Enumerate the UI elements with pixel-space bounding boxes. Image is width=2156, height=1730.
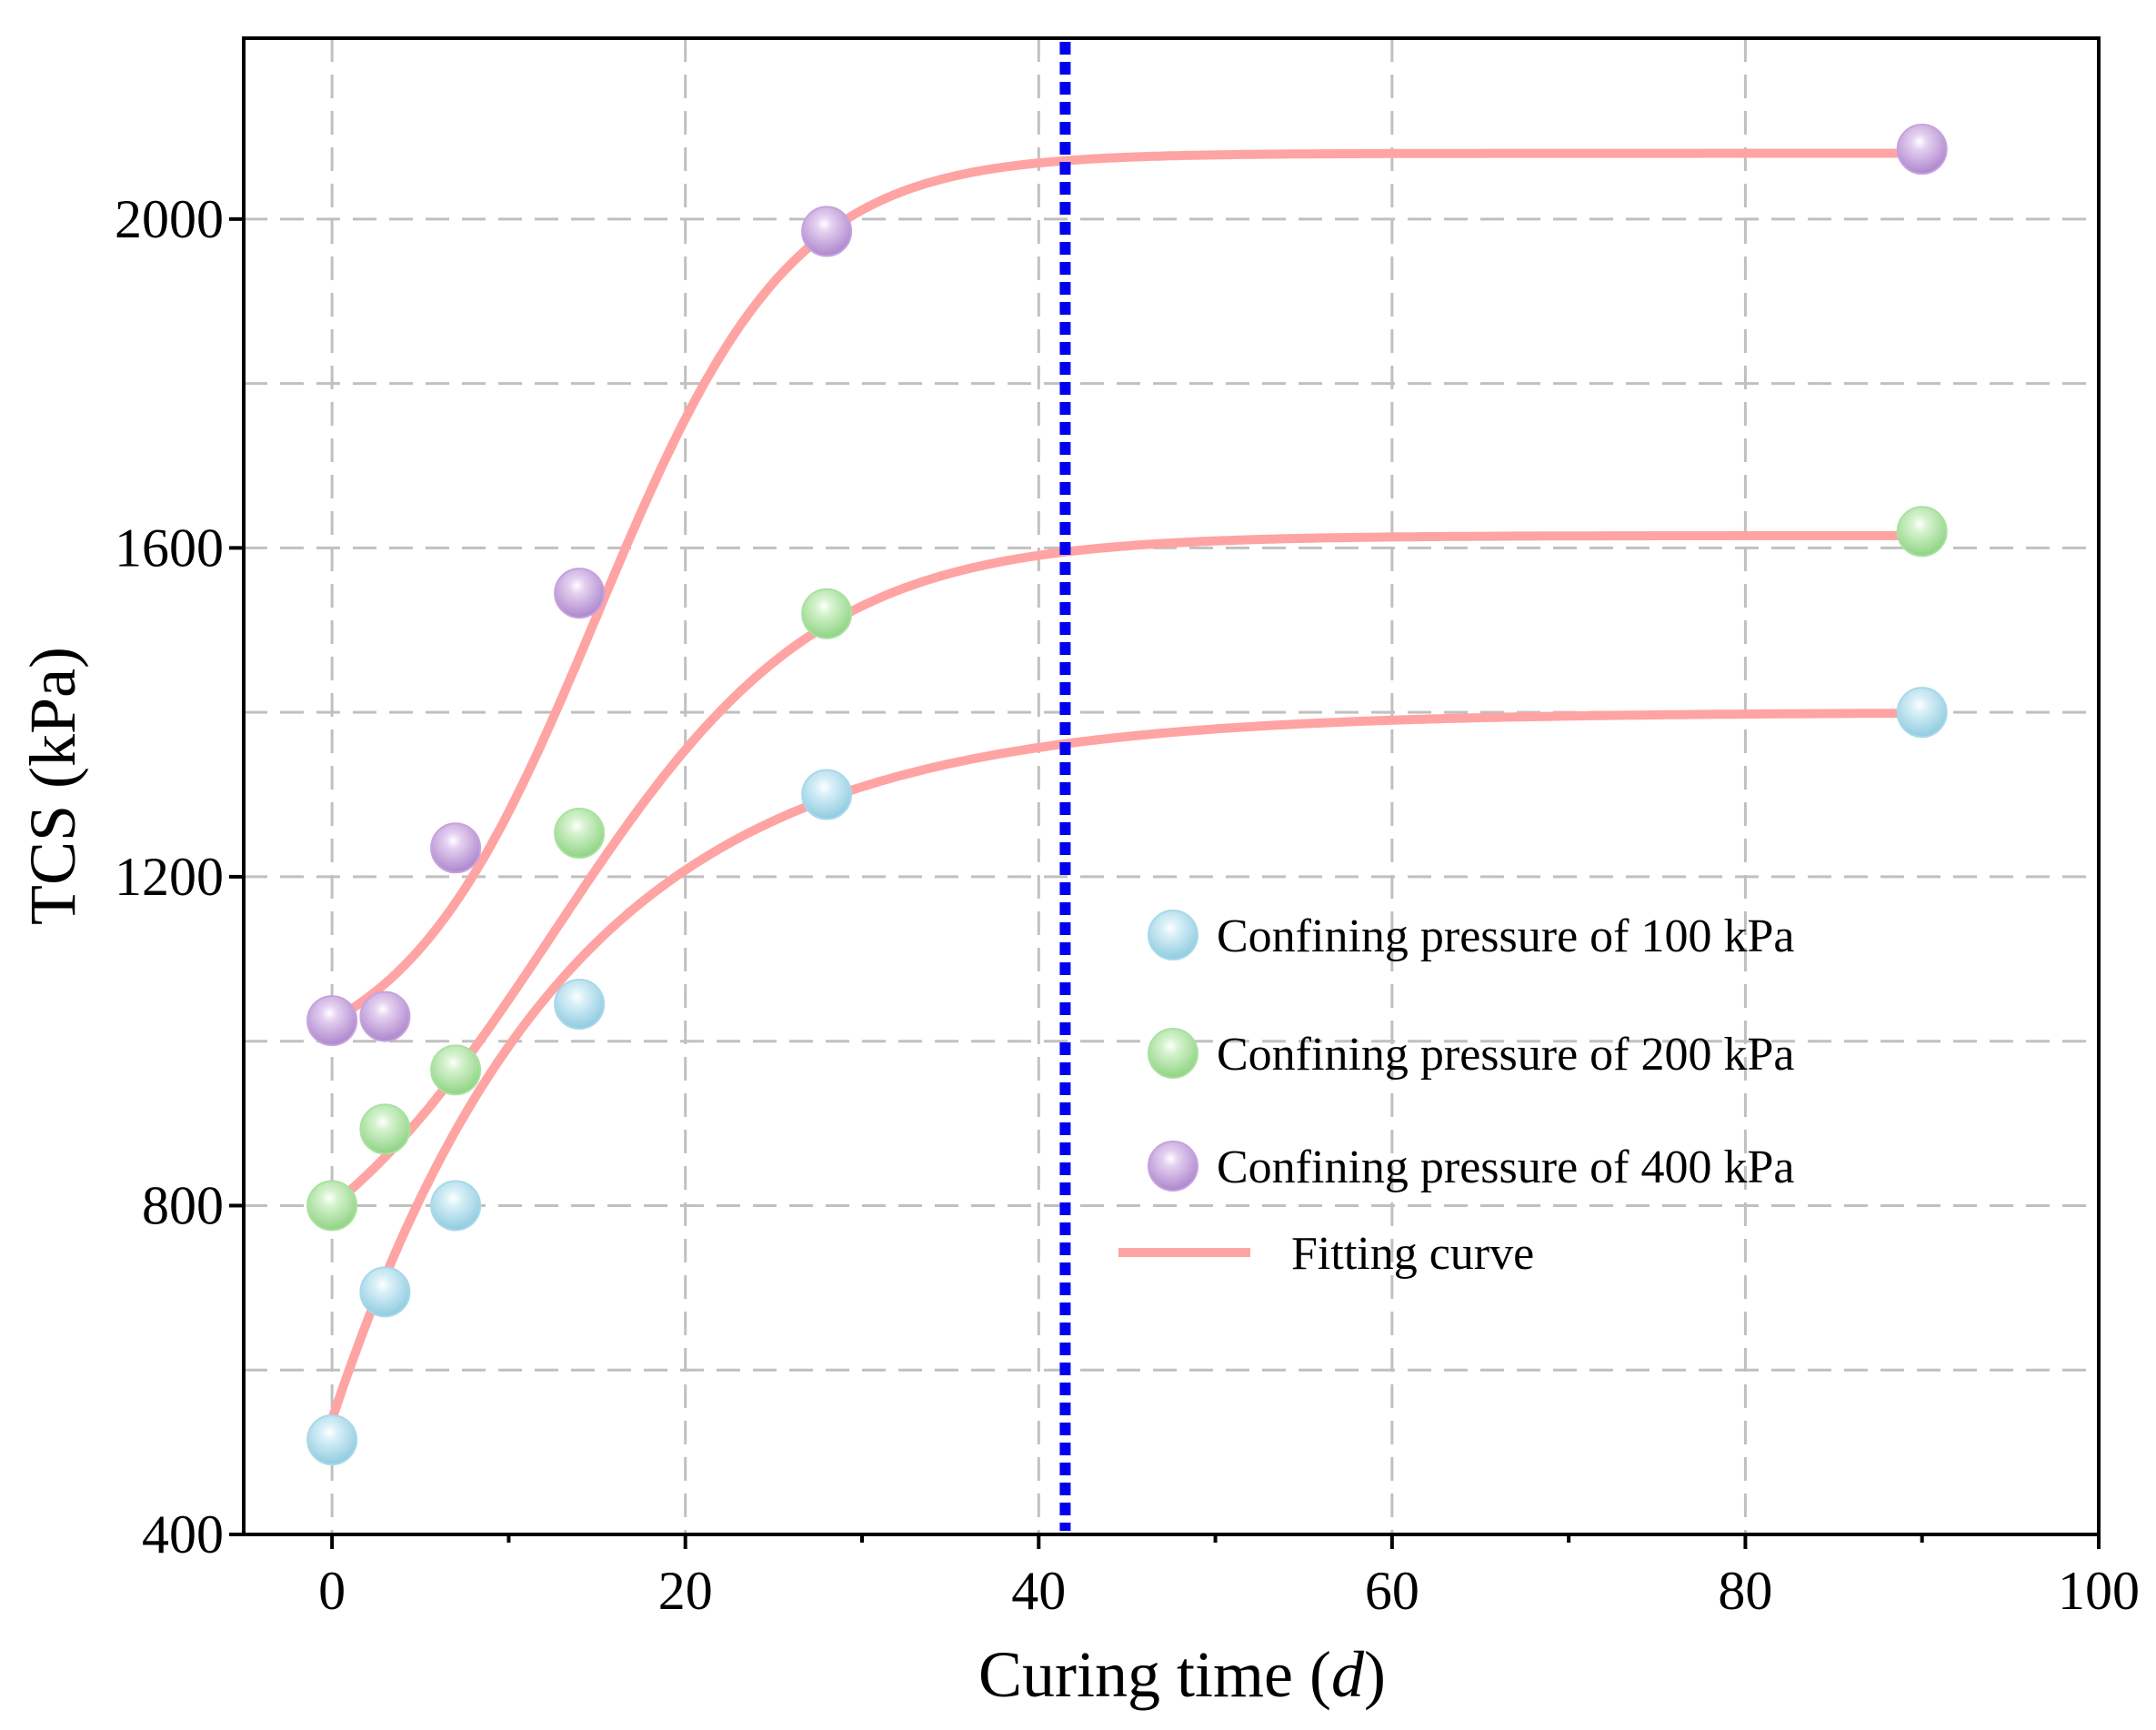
plot-background [244,38,2099,1534]
data-point [801,769,853,820]
legend-marker [1148,1141,1198,1192]
fitting-curve-2 [327,530,1927,1211]
legend-label: Fitting curve [1291,1228,1534,1280]
x-tick-label: 60 [1365,1561,1419,1621]
tick-labels: 0 20 40 60 80 100 400 800 1200 1600 2000 [115,189,2140,1621]
data-point [801,206,853,257]
data-point [359,991,411,1042]
data-point [554,808,606,860]
legend-marker [1148,910,1198,961]
data-point [306,1180,358,1232]
legend-label: Confining pressure of 100 kPa [1217,910,1794,962]
legend-label: Confining pressure of 400 kPa [1217,1142,1794,1193]
data-point [306,995,358,1047]
x-axis-title: Curing time (d) [978,1638,1386,1711]
x-axis-title-text: Curing time [978,1638,1293,1711]
data-point [554,979,606,1031]
data-point [554,568,606,619]
data-point [359,1103,411,1155]
data-point [306,1414,358,1466]
legend: Confining pressure of 100 kPa Confining p… [1118,910,1794,1280]
y-tick-label: 400 [142,1504,224,1564]
x-tick-label: 0 [318,1561,346,1621]
plot-frame [242,36,2101,1536]
data-markers [306,124,1948,1466]
data-point [1896,124,1948,176]
x-axis-title-var: d [1331,1638,1365,1711]
legend-label: Confining pressure of 200 kPa [1217,1029,1794,1081]
y-tick-label: 800 [142,1175,224,1235]
y-tick-label: 2000 [115,189,224,249]
y-tick-label: 1200 [115,847,224,907]
fitting-curve-3 [327,148,1927,1026]
y-tick-label: 1600 [115,518,224,578]
data-point [801,588,853,639]
data-point [430,1180,482,1232]
data-point [359,1266,411,1318]
data-point [1896,506,1948,558]
data-point [430,1044,482,1096]
x-tick-label: 80 [1718,1561,1772,1621]
y-axis-title: TCS (kPa) [16,647,89,925]
fitting-curves [327,148,1927,1424]
data-point [430,822,482,874]
fitting-curve-1 [327,709,1927,1424]
axis-ticks [229,216,2101,1549]
x-tick-label: 100 [2058,1561,2140,1621]
data-point [1896,687,1948,739]
x-tick-label: 40 [1011,1561,1066,1621]
legend-marker [1148,1028,1198,1079]
x-tick-label: 20 [658,1561,713,1621]
